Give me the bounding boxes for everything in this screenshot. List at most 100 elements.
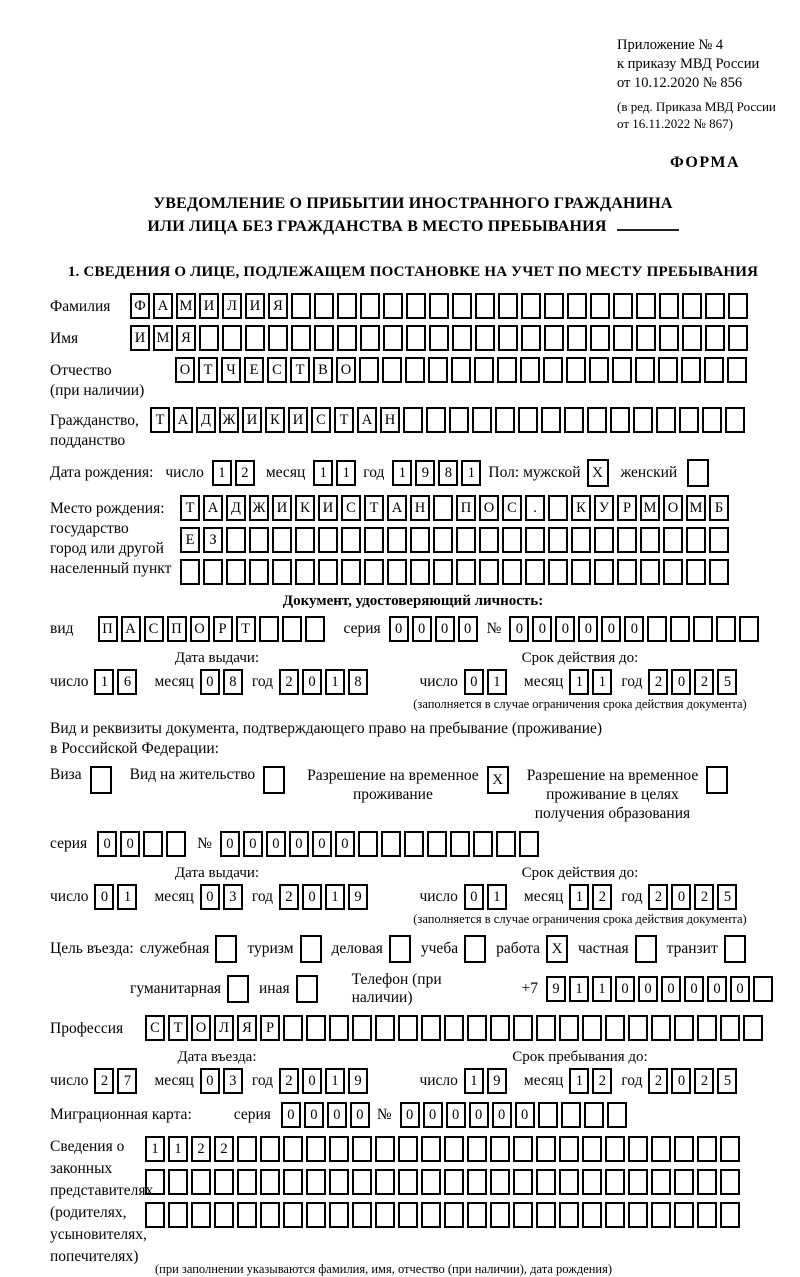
char-cell[interactable] — [364, 559, 384, 585]
char-cell[interactable] — [295, 559, 315, 585]
char-cell[interactable] — [697, 1136, 717, 1162]
char-cell[interactable]: 1 — [211, 460, 232, 486]
char-cell[interactable] — [559, 1136, 579, 1162]
char-cell[interactable] — [382, 357, 402, 383]
char-cell[interactable]: О — [479, 495, 499, 521]
char-cell[interactable]: 0 — [120, 831, 141, 857]
char-cell[interactable]: Ж — [219, 407, 239, 433]
char-cell[interactable] — [559, 1015, 579, 1041]
char-cell[interactable] — [613, 293, 633, 319]
char-cell[interactable]: Ч — [221, 357, 241, 383]
char-cell[interactable]: 1 — [592, 669, 613, 695]
char-cell[interactable] — [145, 1202, 165, 1228]
char-cell[interactable]: 0 — [730, 976, 750, 1002]
char-cell[interactable] — [753, 976, 773, 1002]
char-cell[interactable]: П — [456, 495, 476, 521]
char-cell[interactable] — [406, 325, 426, 351]
char-cell[interactable]: 2 — [191, 1136, 211, 1162]
char-cell[interactable] — [341, 559, 361, 585]
char-cell[interactable]: . — [525, 495, 545, 521]
char-cell[interactable] — [375, 1136, 395, 1162]
char-cell[interactable] — [456, 559, 476, 585]
char-cell[interactable]: 1 — [145, 1136, 165, 1162]
char-cell[interactable]: 0 — [578, 616, 599, 642]
char-cell[interactable]: С — [311, 407, 331, 433]
char-cell[interactable] — [449, 407, 469, 433]
char-cell[interactable] — [306, 1015, 326, 1041]
char-cell[interactable] — [268, 325, 288, 351]
char-cell[interactable] — [628, 1169, 648, 1195]
char-cell[interactable] — [451, 357, 471, 383]
char-cell[interactable] — [490, 1015, 510, 1041]
char-cell[interactable] — [357, 831, 378, 857]
char-cell[interactable] — [582, 1015, 602, 1041]
char-cell[interactable] — [502, 527, 522, 553]
char-cell[interactable] — [728, 325, 748, 351]
char-cell[interactable]: 0 — [302, 1068, 323, 1094]
char-cell[interactable]: 5 — [717, 1068, 738, 1094]
char-cell[interactable] — [375, 1169, 395, 1195]
char-cell[interactable] — [720, 1169, 740, 1195]
char-cell[interactable]: 0 — [94, 884, 115, 910]
char-cell[interactable] — [421, 1202, 441, 1228]
char-cell[interactable]: К — [295, 495, 315, 521]
char-cell[interactable]: 2 — [648, 669, 669, 695]
char-cell[interactable] — [497, 357, 517, 383]
char-cell[interactable] — [513, 1202, 533, 1228]
char-cell[interactable]: Я — [268, 293, 288, 319]
char-cell[interactable] — [479, 559, 499, 585]
char-cell[interactable]: 1 — [569, 1068, 590, 1094]
char-cell[interactable] — [582, 1169, 602, 1195]
char-cell[interactable] — [697, 1015, 717, 1041]
char-cell[interactable] — [291, 325, 311, 351]
char-cell[interactable] — [226, 527, 246, 553]
char-cell[interactable] — [403, 831, 424, 857]
char-cell[interactable] — [513, 1136, 533, 1162]
char-cell[interactable] — [571, 559, 591, 585]
char-cell[interactable] — [329, 1202, 349, 1228]
visa-checkbox[interactable] — [89, 766, 112, 794]
char-cell[interactable] — [674, 1015, 694, 1041]
char-cell[interactable]: 0 — [219, 831, 240, 857]
char-cell[interactable]: 3 — [222, 884, 243, 910]
char-cell[interactable] — [352, 1015, 372, 1041]
char-cell[interactable]: М — [153, 325, 173, 351]
char-cell[interactable] — [566, 357, 586, 383]
char-cell[interactable]: 0 — [555, 616, 576, 642]
char-cell[interactable] — [426, 407, 446, 433]
char-cell[interactable] — [628, 1202, 648, 1228]
char-cell[interactable]: 2 — [592, 884, 613, 910]
sex-female-checkbox[interactable] — [687, 459, 710, 487]
char-cell[interactable]: О — [336, 357, 356, 383]
char-cell[interactable]: 9 — [486, 1068, 507, 1094]
purpose-humanitarian-checkbox[interactable] — [226, 975, 249, 1003]
char-cell[interactable]: Т — [168, 1015, 188, 1041]
char-cell[interactable]: 0 — [265, 831, 286, 857]
purpose-official-checkbox[interactable] — [215, 935, 238, 963]
char-cell[interactable] — [697, 1169, 717, 1195]
char-cell[interactable]: В — [313, 357, 333, 383]
char-cell[interactable]: 0 — [434, 616, 455, 642]
char-cell[interactable] — [490, 1202, 510, 1228]
char-cell[interactable] — [444, 1202, 464, 1228]
char-cell[interactable]: Т — [198, 357, 218, 383]
char-cell[interactable] — [739, 616, 760, 642]
char-cell[interactable] — [475, 293, 495, 319]
char-cell[interactable] — [728, 293, 748, 319]
char-cell[interactable]: Т — [290, 357, 310, 383]
char-cell[interactable] — [490, 1136, 510, 1162]
char-cell[interactable] — [467, 1015, 487, 1041]
char-cell[interactable]: Т — [235, 616, 256, 642]
temp-residence-checkbox[interactable]: X — [486, 766, 509, 794]
char-cell[interactable] — [682, 325, 702, 351]
char-cell[interactable]: 0 — [661, 976, 681, 1002]
char-cell[interactable]: 1 — [569, 669, 590, 695]
char-cell[interactable] — [590, 293, 610, 319]
char-cell[interactable] — [421, 1015, 441, 1041]
char-cell[interactable]: Я — [237, 1015, 257, 1041]
char-cell[interactable]: 2 — [234, 460, 255, 486]
char-cell[interactable] — [433, 527, 453, 553]
char-cell[interactable] — [520, 357, 540, 383]
char-cell[interactable] — [281, 616, 302, 642]
char-cell[interactable] — [559, 1202, 579, 1228]
